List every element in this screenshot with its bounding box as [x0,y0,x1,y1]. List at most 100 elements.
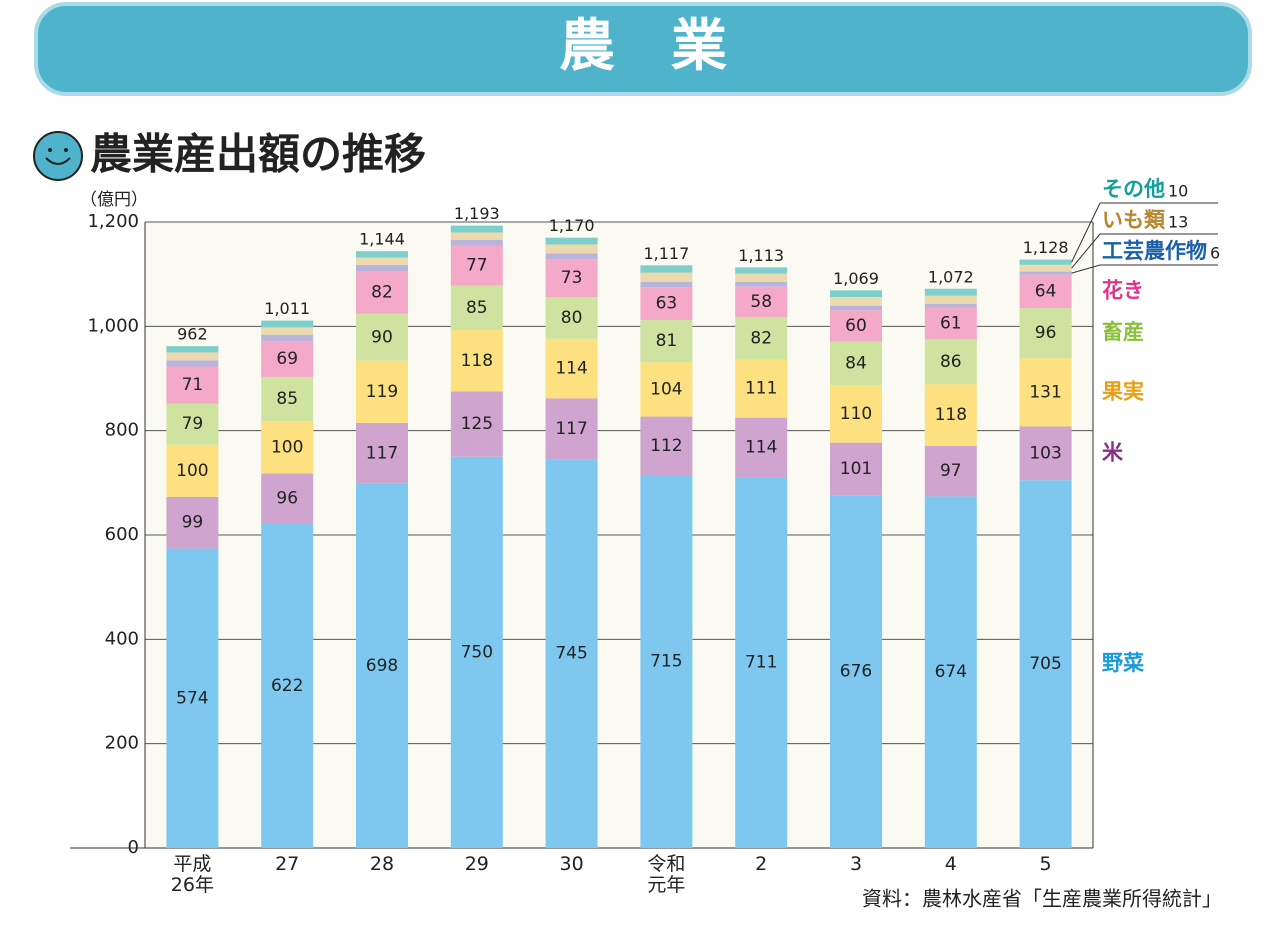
bar-segment [830,297,882,306]
legend-label: その他 [1102,177,1165,201]
total-label: 1,072 [928,267,974,286]
bar-segment [924,445,977,497]
bar-segment [261,327,314,335]
legend-label: 果実 [1102,379,1144,403]
bar-segment [166,444,219,497]
bar-segment [166,366,219,404]
value-label: 131 [1029,382,1061,402]
value-label: 117 [555,419,587,439]
bar-segment [450,456,503,848]
value-label: 96 [276,488,298,508]
bar-segment [356,483,408,848]
value-label: 79 [182,414,204,434]
bar-segment [166,346,219,353]
bar-segment [735,273,788,282]
value-label: 119 [366,382,398,402]
legend-label: 工芸農作物 [1102,239,1207,263]
value-label: 58 [750,292,772,312]
value-label: 81 [656,331,678,351]
value-label: 112 [650,436,682,456]
bar-segment [735,417,788,478]
x-tick-label: 5 [1039,853,1052,875]
header-title: 農 業 [559,14,727,79]
value-label: 114 [745,437,777,457]
bar-segment [545,237,598,245]
bar-segment [356,264,408,272]
value-label: 676 [840,662,872,682]
value-label: 73 [561,268,583,288]
value-label: 110 [840,404,872,424]
value-label: 574 [176,688,208,708]
value-label: 103 [1029,443,1061,463]
bar-segment [356,360,408,423]
value-label: 85 [466,298,488,318]
value-label: 100 [271,437,303,457]
legend-label: いも類 [1102,208,1166,232]
bar-segment [261,340,314,377]
bar-segment [924,496,977,848]
icon-smile [45,157,71,165]
bar-segment [924,307,977,340]
bar-segment [166,403,219,445]
bar-segment [261,320,314,328]
bar-segment [735,359,788,418]
bar-segment [261,334,314,341]
bar-segment [735,286,788,317]
bar-segment [640,287,693,321]
x-tick-label: 27 [275,853,300,875]
bar-segment [356,422,408,484]
bar-segment [261,376,314,422]
total-label: 1,144 [359,230,405,249]
value-label: 90 [371,327,393,347]
value-label: 80 [561,308,583,328]
bar-segment [640,320,693,363]
y-axis-label: （億円） [80,190,148,210]
leader-line [1071,264,1101,274]
value-label: 715 [650,652,682,672]
bar-segment [735,267,788,274]
bar-segment [166,352,219,361]
leader-line [1071,202,1101,263]
value-label: 745 [555,644,587,664]
header-banner [34,2,1252,96]
legend-value: 13 [1168,213,1188,232]
bar-segment [450,225,503,233]
value-label: 82 [371,282,393,302]
x-tick-label: 2 [755,853,768,875]
value-label: 99 [182,513,204,533]
legend-value: 10 [1168,182,1188,201]
legend-label: 米 [1102,440,1124,464]
y-tick-label: 800 [105,420,139,441]
x-tick-label: 平成 26年 [170,853,214,896]
icon [33,131,83,181]
bar-segment [261,473,314,524]
bar-segment [450,245,503,286]
total-label: 1,117 [643,244,689,263]
bar-segment [450,329,503,392]
bar-segment [640,416,693,476]
bar-segment [545,459,598,848]
value-label: 104 [650,379,682,399]
source: 資料：農林水産省「生産農業所得統計」 [862,887,1222,911]
value-label: 101 [840,459,872,479]
bar-segment [261,523,314,848]
bar-segment [450,239,503,246]
value-label: 711 [745,653,777,673]
x-tick-label: 28 [369,853,395,875]
value-label: 84 [845,353,867,373]
y-tick-label: 1,200 [87,211,139,232]
value-label: 97 [940,461,962,481]
bar-segment [830,305,882,311]
value-label: 125 [461,414,493,434]
bar-segment [735,316,788,360]
bar-segment [356,257,408,265]
value-label: 63 [656,294,678,314]
bar-segment [261,421,314,474]
value-label: 705 [1029,654,1061,674]
x-tick-label: 3 [849,853,863,875]
total-label: 1,069 [833,269,879,288]
y-tick-label: 200 [105,733,139,754]
bar-segment [1019,426,1072,481]
bar-segment [1019,271,1072,275]
